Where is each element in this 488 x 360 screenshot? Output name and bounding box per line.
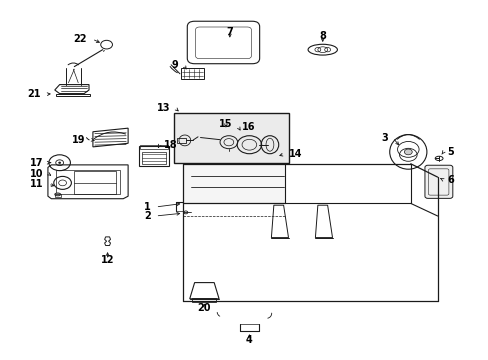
Bar [55,194,61,197]
Text: 10: 10 [29,168,43,179]
Bar [140,145,167,149]
Text: 15: 15 [219,119,232,129]
Text: 4: 4 [245,335,252,345]
Text: 14: 14 [288,149,302,159]
Text: 19: 19 [72,135,85,145]
Bar [56,170,120,194]
Ellipse shape [55,193,61,196]
Text: 16: 16 [242,122,255,132]
Ellipse shape [59,162,61,163]
Bar [177,138,185,143]
Text: 17: 17 [29,158,43,168]
Text: 6: 6 [447,175,453,185]
Text: 9: 9 [171,60,178,70]
Text: 5: 5 [447,147,453,157]
Text: 11: 11 [29,179,43,189]
Ellipse shape [404,149,411,155]
Text: 7: 7 [226,27,233,37]
Bar [181,68,204,79]
Text: 3: 3 [380,132,387,143]
Text: 22: 22 [73,34,87,44]
Bar [74,171,116,194]
Bar [56,94,90,96]
Bar [139,146,168,166]
Text: 2: 2 [143,211,150,221]
Text: 21: 21 [27,89,41,99]
Text: 18: 18 [163,140,177,150]
Text: 12: 12 [101,255,114,265]
Bar [142,152,166,164]
Text: 20: 20 [197,303,211,313]
Text: 13: 13 [156,103,170,113]
Text: 8: 8 [319,31,325,41]
Bar [173,113,288,163]
Text: 1: 1 [143,202,150,212]
FancyBboxPatch shape [424,165,452,198]
Bar [191,298,216,302]
Polygon shape [183,164,284,203]
